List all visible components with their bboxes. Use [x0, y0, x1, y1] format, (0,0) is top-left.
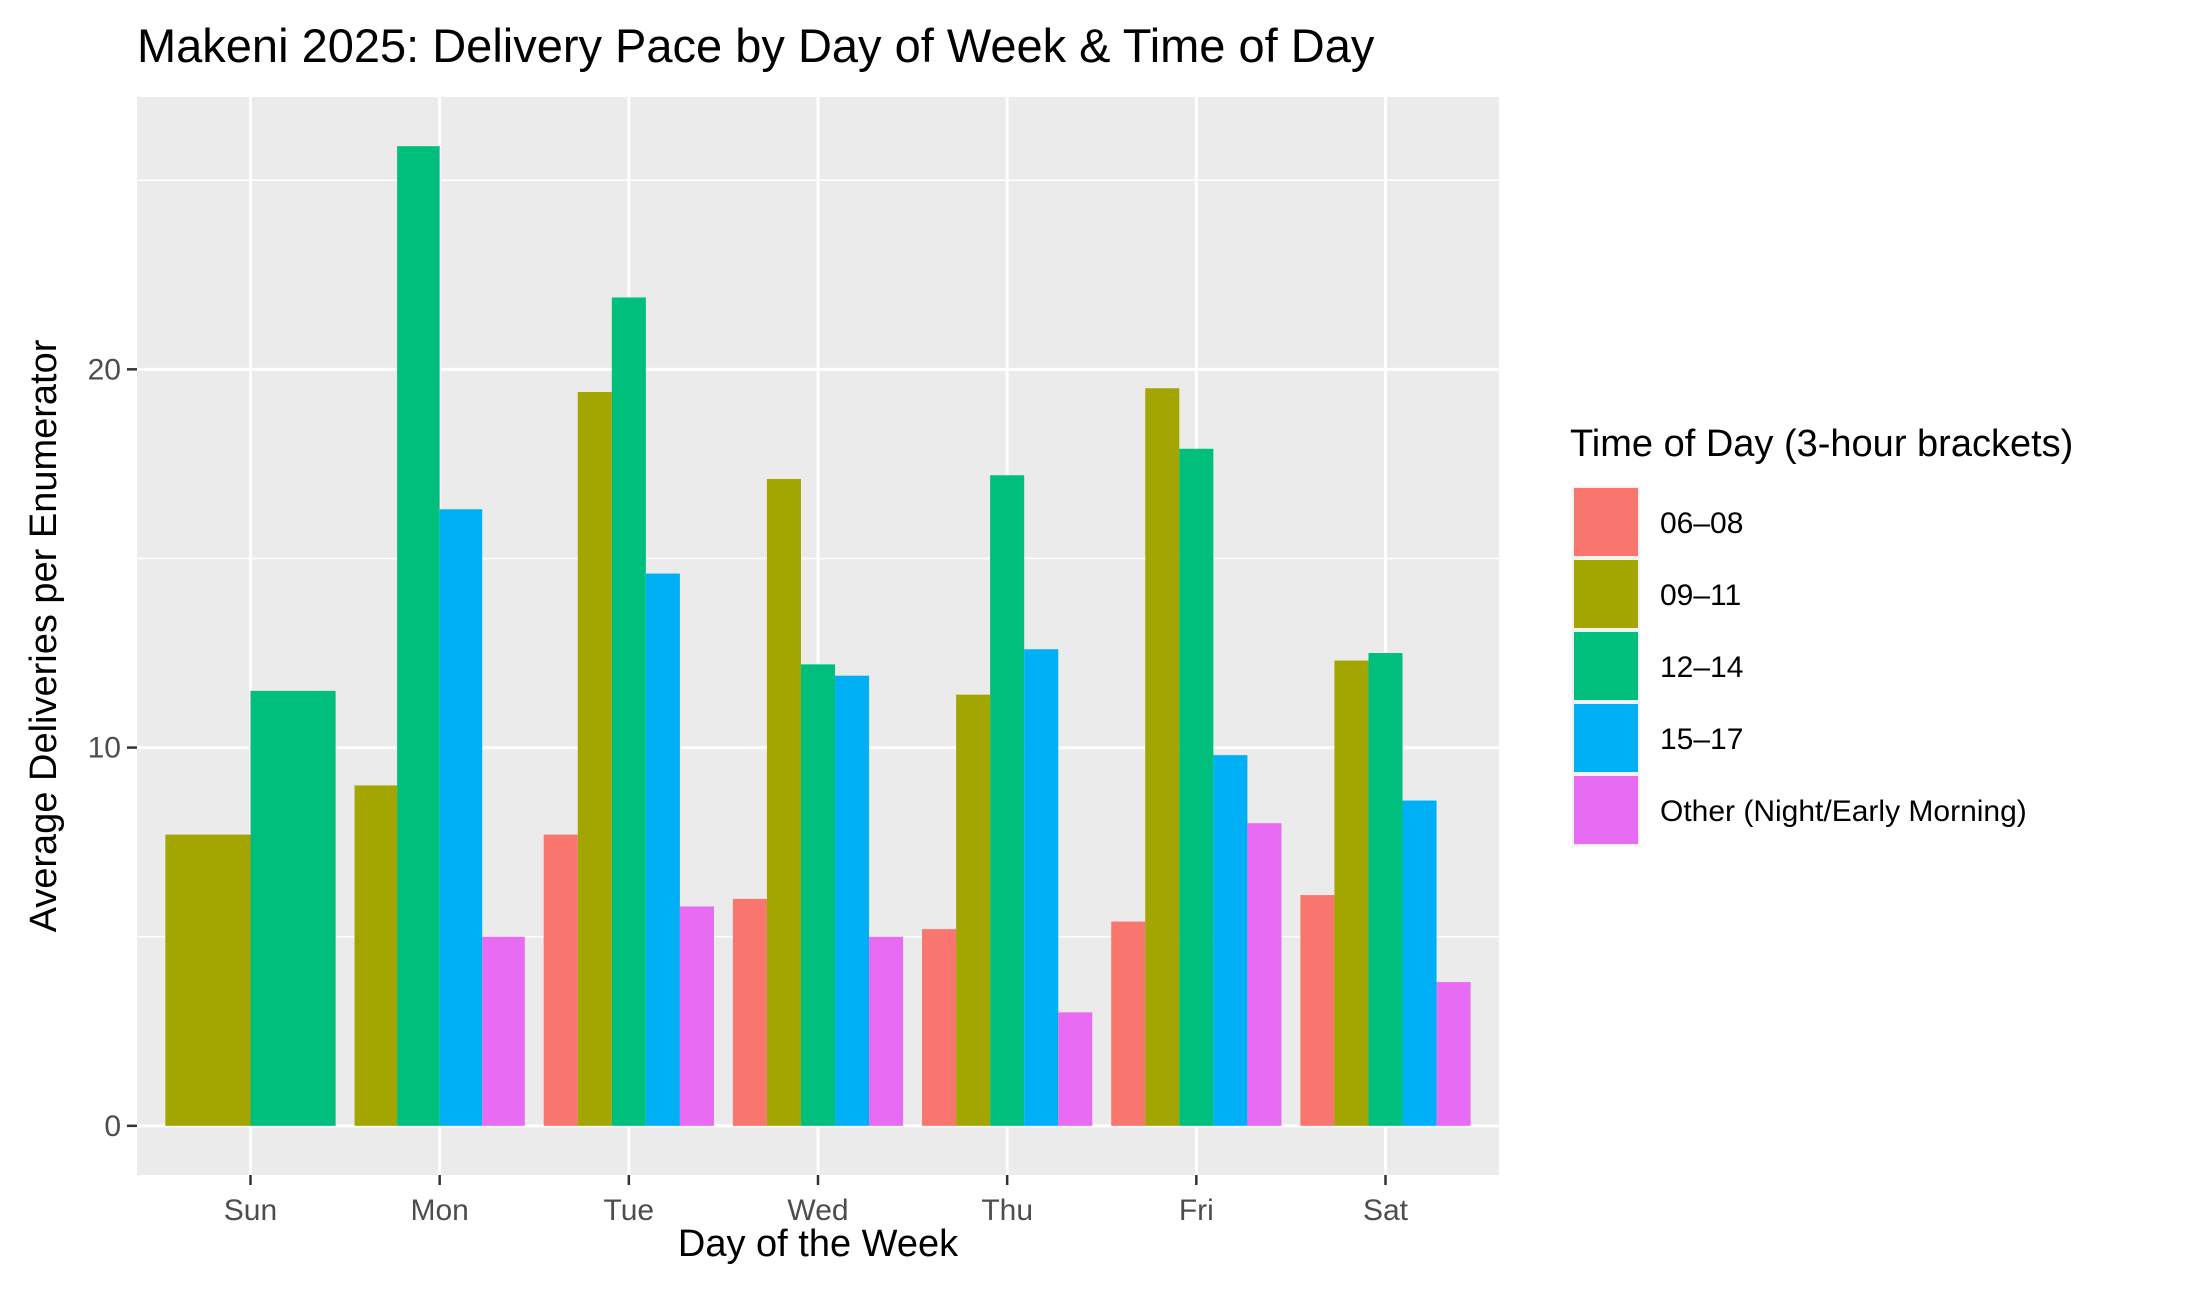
x-tick-label: Sun [224, 1194, 277, 1227]
bar-tue-3 [611, 297, 646, 1126]
bar-mon-3 [397, 146, 440, 1126]
bar-wed-4 [835, 675, 870, 1126]
bar-sat-4 [1402, 800, 1437, 1126]
x-tick-label: Tue [604, 1194, 655, 1227]
x-axis: Sun Mon Tue Wed Thu Fri Sat [224, 1175, 1409, 1227]
bar-sun-2 [165, 834, 251, 1126]
y-tick-label: 20 [88, 353, 121, 386]
x-axis-title: Day of the Week [678, 1223, 959, 1265]
legend-swatch [1574, 560, 1638, 628]
legend-swatch [1574, 776, 1638, 844]
bar-sat-5 [1436, 982, 1471, 1126]
x-tick-label: Fri [1179, 1194, 1214, 1227]
legend: Time of Day (3-hour brackets) 06–08 09–11… [1570, 423, 2073, 846]
x-tick-label: Mon [410, 1194, 468, 1227]
y-tick-label: 0 [104, 1110, 121, 1143]
legend-title: Time of Day (3-hour brackets) [1570, 423, 2073, 465]
bar-fri-5 [1247, 823, 1282, 1126]
x-tick-label: Wed [787, 1194, 848, 1227]
legend-label: Other (Night/Early Morning) [1660, 795, 2027, 828]
bar-tue-1 [543, 834, 578, 1126]
bar-sun-3 [250, 690, 336, 1126]
bars [165, 146, 1471, 1126]
legend-swatch [1574, 488, 1638, 556]
bar-mon-2 [354, 785, 398, 1126]
bar-sat-1 [1300, 895, 1335, 1126]
x-tick-label: Thu [981, 1194, 1033, 1227]
bar-tue-4 [645, 573, 680, 1126]
legend-label: 12–14 [1660, 651, 1743, 684]
x-tick-label: Sat [1363, 1194, 1409, 1227]
bar-fri-1 [1111, 921, 1146, 1126]
bar-mon-5 [482, 936, 525, 1126]
bar-wed-5 [869, 936, 904, 1126]
y-tick-label: 10 [88, 732, 121, 765]
legend-label: 15–17 [1660, 723, 1743, 756]
bar-fri-3 [1179, 448, 1214, 1126]
bar-fri-4 [1213, 755, 1248, 1126]
legend-swatch [1574, 704, 1638, 772]
bar-wed-3 [800, 664, 836, 1126]
legend-swatch [1574, 632, 1638, 700]
bar-mon-4 [439, 509, 483, 1126]
bar-fri-2 [1145, 388, 1180, 1126]
bar-thu-1 [922, 929, 957, 1126]
legend-label: 09–11 [1660, 579, 1741, 612]
bar-thu-5 [1058, 1012, 1093, 1126]
y-axis-title: Average Deliveries per Enumerator [23, 339, 65, 932]
bar-thu-2 [956, 694, 991, 1126]
legend-label: 06–08 [1660, 507, 1743, 540]
bar-tue-2 [577, 392, 612, 1126]
chart-title: Makeni 2025: Delivery Pace by Day of Wee… [137, 19, 1375, 72]
y-axis: 0 10 20 [88, 353, 137, 1143]
bar-tue-5 [679, 906, 714, 1126]
bar-sat-3 [1368, 653, 1403, 1126]
bar-thu-3 [990, 475, 1025, 1126]
bar-thu-4 [1024, 649, 1059, 1126]
bar-sat-2 [1334, 660, 1369, 1126]
bar-wed-1 [732, 898, 767, 1126]
bar-wed-2 [766, 479, 801, 1126]
